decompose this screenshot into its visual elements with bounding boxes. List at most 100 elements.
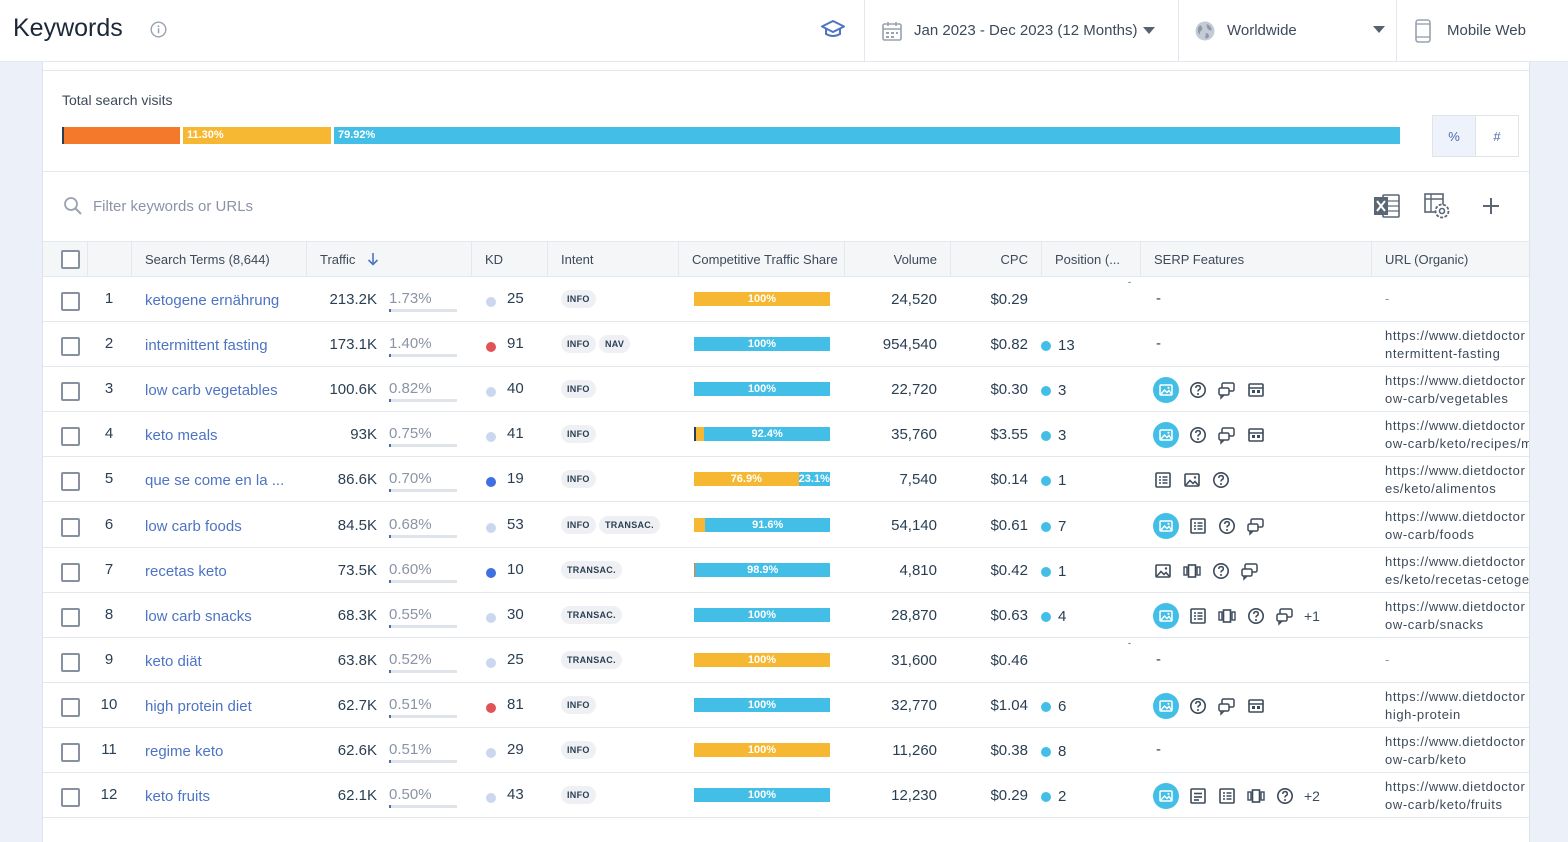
academy-cap-icon[interactable] bbox=[820, 18, 846, 40]
image-pack-icon bbox=[1153, 692, 1179, 719]
keyword-link[interactable]: que se come en la ... bbox=[145, 472, 285, 490]
row-checkbox[interactable] bbox=[61, 292, 80, 311]
organic-url[interactable]: https://www.dietdoctor ow-carb/keto/recip… bbox=[1385, 417, 1529, 453]
keyword-link[interactable]: regime keto bbox=[145, 743, 224, 760]
keyword-link[interactable]: low carb foods bbox=[145, 517, 242, 535]
volume-value: 22,720 bbox=[891, 381, 937, 399]
intent-badge: INFO bbox=[561, 741, 596, 759]
visits-segment: 79.92% bbox=[331, 127, 1400, 144]
kd-indicator bbox=[486, 657, 496, 668]
featured-list-icon bbox=[1190, 517, 1206, 534]
col-intent[interactable]: Intent bbox=[547, 242, 678, 277]
traffic-value: 84.5K bbox=[337, 516, 377, 534]
device-label: Mobile Web bbox=[1447, 22, 1526, 39]
serp-features bbox=[1153, 467, 1231, 493]
add-icon[interactable] bbox=[1476, 191, 1506, 221]
keyword-link[interactable]: keto meals bbox=[145, 427, 218, 445]
keyword-link[interactable]: recetas keto bbox=[145, 562, 227, 580]
organic-url[interactable]: https://www.dietdoctor ow-carb/keto bbox=[1385, 733, 1529, 769]
traffic-percent: 0.50% bbox=[389, 786, 432, 804]
percent-toggle[interactable]: % bbox=[1432, 115, 1476, 157]
position-value: 3 bbox=[1058, 427, 1067, 445]
organic-url[interactable]: https://www.dietdoctor es/keto/alimentos bbox=[1385, 462, 1529, 498]
col-url[interactable]: URL (Organic) bbox=[1371, 242, 1529, 277]
select-all-checkbox[interactable] bbox=[61, 250, 80, 269]
col-traffic[interactable]: Traffic bbox=[306, 242, 471, 277]
table-row: 1 ketogene ernährung 213.2K 1.73% 25 INFO 100%… bbox=[43, 277, 1529, 322]
serp-empty: - bbox=[1156, 741, 1161, 758]
kd-indicator bbox=[486, 432, 496, 443]
col-serp-features[interactable]: SERP Features bbox=[1140, 242, 1371, 277]
organic-url[interactable]: https://www.dietdoctor ow-carb/snacks bbox=[1385, 598, 1529, 634]
share-segment: 100% bbox=[694, 697, 830, 712]
keyword-link[interactable]: ketogene ernährung bbox=[145, 292, 280, 309]
traffic-percent-fill bbox=[389, 805, 391, 809]
row-checkbox[interactable] bbox=[61, 743, 80, 762]
competitive-share-bar: 92.4% bbox=[694, 427, 830, 442]
count-toggle[interactable]: # bbox=[1475, 115, 1519, 157]
info-icon[interactable] bbox=[150, 21, 167, 38]
device-picker[interactable]: Mobile Web bbox=[1396, 0, 1568, 61]
col-position[interactable]: Position (... bbox=[1041, 242, 1140, 277]
organic-url[interactable]: https://www.dietdoctor ow-carb/keto/fruit… bbox=[1385, 778, 1529, 814]
keyword-link[interactable]: keto diät bbox=[145, 652, 202, 670]
faq-icon bbox=[1219, 517, 1235, 534]
row-number: 1 bbox=[104, 290, 114, 307]
visits-segment bbox=[62, 127, 180, 144]
excel-export-icon[interactable] bbox=[1372, 191, 1402, 221]
keyword-link[interactable]: intermittent fasting bbox=[145, 337, 268, 355]
competitive-share-bar: 100% bbox=[694, 292, 830, 306]
kd-value: 91 bbox=[507, 335, 524, 353]
organic-url[interactable]: https://www.dietdoctor high-protein bbox=[1385, 688, 1529, 724]
row-checkbox[interactable] bbox=[61, 652, 80, 672]
keyword-link[interactable]: low carb vegetables bbox=[145, 382, 278, 400]
row-checkbox[interactable] bbox=[61, 427, 80, 447]
image-pack-icon bbox=[1153, 783, 1179, 810]
row-checkbox[interactable] bbox=[61, 517, 80, 537]
row-checkbox[interactable] bbox=[61, 697, 80, 717]
traffic-percent-bar bbox=[389, 444, 457, 448]
col-volume[interactable]: Volume bbox=[844, 242, 950, 277]
traffic-value: 62.6K bbox=[337, 742, 377, 759]
total-search-visits-bar: 11.30% 79.92% bbox=[62, 127, 1400, 144]
url-line: https://www.dietdoctor bbox=[1385, 688, 1526, 704]
keyword-link[interactable]: keto fruits bbox=[145, 788, 211, 806]
row-number: 10 bbox=[100, 695, 118, 713]
reviews-icon bbox=[1241, 562, 1258, 581]
volume-value: 7,540 bbox=[899, 471, 937, 489]
organic-url[interactable]: https://www.dietdoctor es/keto/recetas-ce… bbox=[1385, 553, 1529, 589]
organic-url[interactable]: https://www.dietdoctor ow-carb/foods bbox=[1385, 508, 1529, 544]
col-search-terms[interactable]: Search Terms (8,644) bbox=[131, 242, 306, 277]
col-cpc[interactable]: CPC bbox=[950, 242, 1041, 277]
intent-badge: INFO bbox=[561, 786, 596, 805]
calendar-icon bbox=[882, 21, 902, 41]
row-checkbox[interactable] bbox=[61, 607, 80, 627]
intent-badge: NAV bbox=[599, 335, 631, 354]
keyword-link[interactable]: high protein diet bbox=[145, 697, 252, 715]
row-checkbox[interactable] bbox=[61, 382, 80, 402]
table-settings-icon[interactable] bbox=[1422, 191, 1452, 221]
col-kd[interactable]: KD bbox=[471, 242, 547, 277]
filter-keywords-input[interactable] bbox=[93, 194, 593, 218]
row-checkbox[interactable] bbox=[61, 788, 80, 808]
traffic-percent: 0.55% bbox=[389, 605, 432, 623]
table-row: 11 regime keto 62.6K 0.51% 29 INFO 100% 11,260 $… bbox=[43, 728, 1529, 773]
traffic-percent-fill bbox=[389, 444, 391, 448]
organic-url[interactable]: https://www.dietdoctor ow-carb/vegetables bbox=[1385, 372, 1529, 408]
date-range-picker[interactable]: Jan 2023 - Dec 2023 (12 Months) bbox=[864, 0, 1178, 61]
row-checkbox[interactable] bbox=[61, 562, 80, 582]
kd-value: 29 bbox=[507, 741, 524, 758]
serp-more-count[interactable]: +2 bbox=[1304, 788, 1320, 805]
intent-badge: INFO bbox=[561, 470, 596, 489]
serp-more-count[interactable]: +1 bbox=[1304, 607, 1320, 624]
organic-url[interactable]: https://www.dietdoctor ntermittent-fastin… bbox=[1385, 327, 1529, 363]
col-competitive-share[interactable]: Competitive Traffic Share bbox=[678, 242, 844, 277]
traffic-percent-bar bbox=[389, 399, 457, 403]
row-checkbox[interactable] bbox=[61, 337, 80, 357]
row-checkbox[interactable] bbox=[61, 472, 80, 492]
serp-empty: - bbox=[1156, 290, 1161, 307]
keyword-link[interactable]: low carb snacks bbox=[145, 607, 252, 625]
share-segment bbox=[694, 562, 696, 577]
region-picker[interactable]: Worldwide bbox=[1178, 0, 1396, 61]
row-number: 12 bbox=[100, 786, 118, 804]
